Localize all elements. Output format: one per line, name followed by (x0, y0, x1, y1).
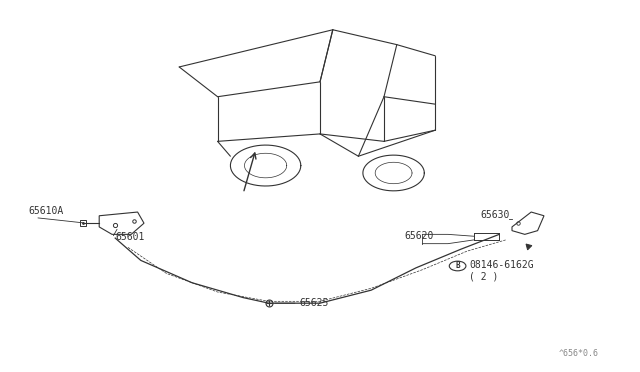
Text: 08146-6162G: 08146-6162G (469, 260, 534, 270)
Text: 65620: 65620 (404, 231, 434, 241)
Text: 65630: 65630 (480, 209, 509, 219)
Text: ( 2 ): ( 2 ) (469, 272, 499, 281)
Text: B: B (455, 262, 460, 270)
Text: ^656*0.6: ^656*0.6 (559, 349, 598, 358)
Text: 65610A: 65610A (29, 206, 64, 216)
Text: 65601: 65601 (115, 232, 145, 242)
Text: 65625: 65625 (300, 298, 329, 308)
